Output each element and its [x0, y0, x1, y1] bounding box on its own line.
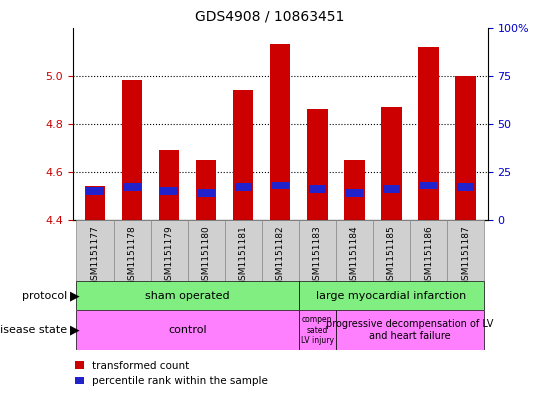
Bar [225, 220, 262, 281]
Text: progressive decompensation of LV
and heart failure: progressive decompensation of LV and hea… [326, 320, 494, 341]
Bar [299, 281, 484, 310]
Bar [188, 220, 225, 281]
Text: GSM1151183: GSM1151183 [313, 225, 322, 286]
Bar [270, 44, 291, 220]
Text: sham operated: sham operated [146, 291, 230, 301]
Text: GDS4908 / 10863451: GDS4908 / 10863451 [195, 10, 344, 24]
Bar [77, 220, 114, 281]
Text: GSM1151179: GSM1151179 [164, 225, 174, 286]
Text: ▶: ▶ [70, 323, 80, 337]
Text: large myocardial infarction: large myocardial infarction [316, 291, 467, 301]
Bar [161, 187, 178, 195]
Text: ▶: ▶ [70, 289, 80, 302]
Bar [122, 81, 142, 220]
Bar [197, 189, 215, 197]
Bar [196, 160, 216, 220]
Text: GSM1151182: GSM1151182 [276, 225, 285, 286]
Bar [233, 90, 253, 220]
Text: GSM1151177: GSM1151177 [91, 225, 100, 286]
Text: GSM1151184: GSM1151184 [350, 225, 359, 286]
Text: control: control [168, 325, 207, 335]
Text: GSM1151186: GSM1151186 [424, 225, 433, 286]
Bar [272, 182, 289, 189]
Text: GSM1151187: GSM1151187 [461, 225, 470, 286]
Bar [420, 182, 437, 189]
Bar [418, 47, 439, 220]
Bar [77, 281, 299, 310]
Bar [299, 220, 336, 281]
Text: GSM1151181: GSM1151181 [239, 225, 248, 286]
Bar [123, 184, 141, 191]
Text: protocol: protocol [22, 291, 67, 301]
Legend: transformed count, percentile rank within the sample: transformed count, percentile rank withi… [75, 361, 268, 386]
Bar [77, 310, 299, 350]
Bar [150, 220, 188, 281]
Bar [114, 220, 150, 281]
Bar [447, 220, 484, 281]
Bar [336, 220, 373, 281]
Bar [309, 185, 326, 193]
Text: GSM1151178: GSM1151178 [128, 225, 136, 286]
Bar [299, 310, 336, 350]
Text: GSM1151185: GSM1151185 [387, 225, 396, 286]
Bar [344, 160, 364, 220]
Bar [410, 220, 447, 281]
Text: compen
sated
LV injury: compen sated LV injury [301, 315, 334, 345]
Bar [373, 220, 410, 281]
Bar [455, 76, 476, 220]
Bar [336, 310, 484, 350]
Bar [159, 150, 179, 220]
Bar [85, 186, 105, 220]
Text: GSM1151180: GSM1151180 [202, 225, 211, 286]
Bar [457, 184, 474, 191]
Bar [345, 189, 363, 197]
Bar [381, 107, 402, 220]
Bar [262, 220, 299, 281]
Bar [383, 185, 400, 193]
Bar [234, 184, 252, 191]
Bar [307, 109, 328, 220]
Text: disease state: disease state [0, 325, 67, 335]
Bar [86, 187, 103, 195]
